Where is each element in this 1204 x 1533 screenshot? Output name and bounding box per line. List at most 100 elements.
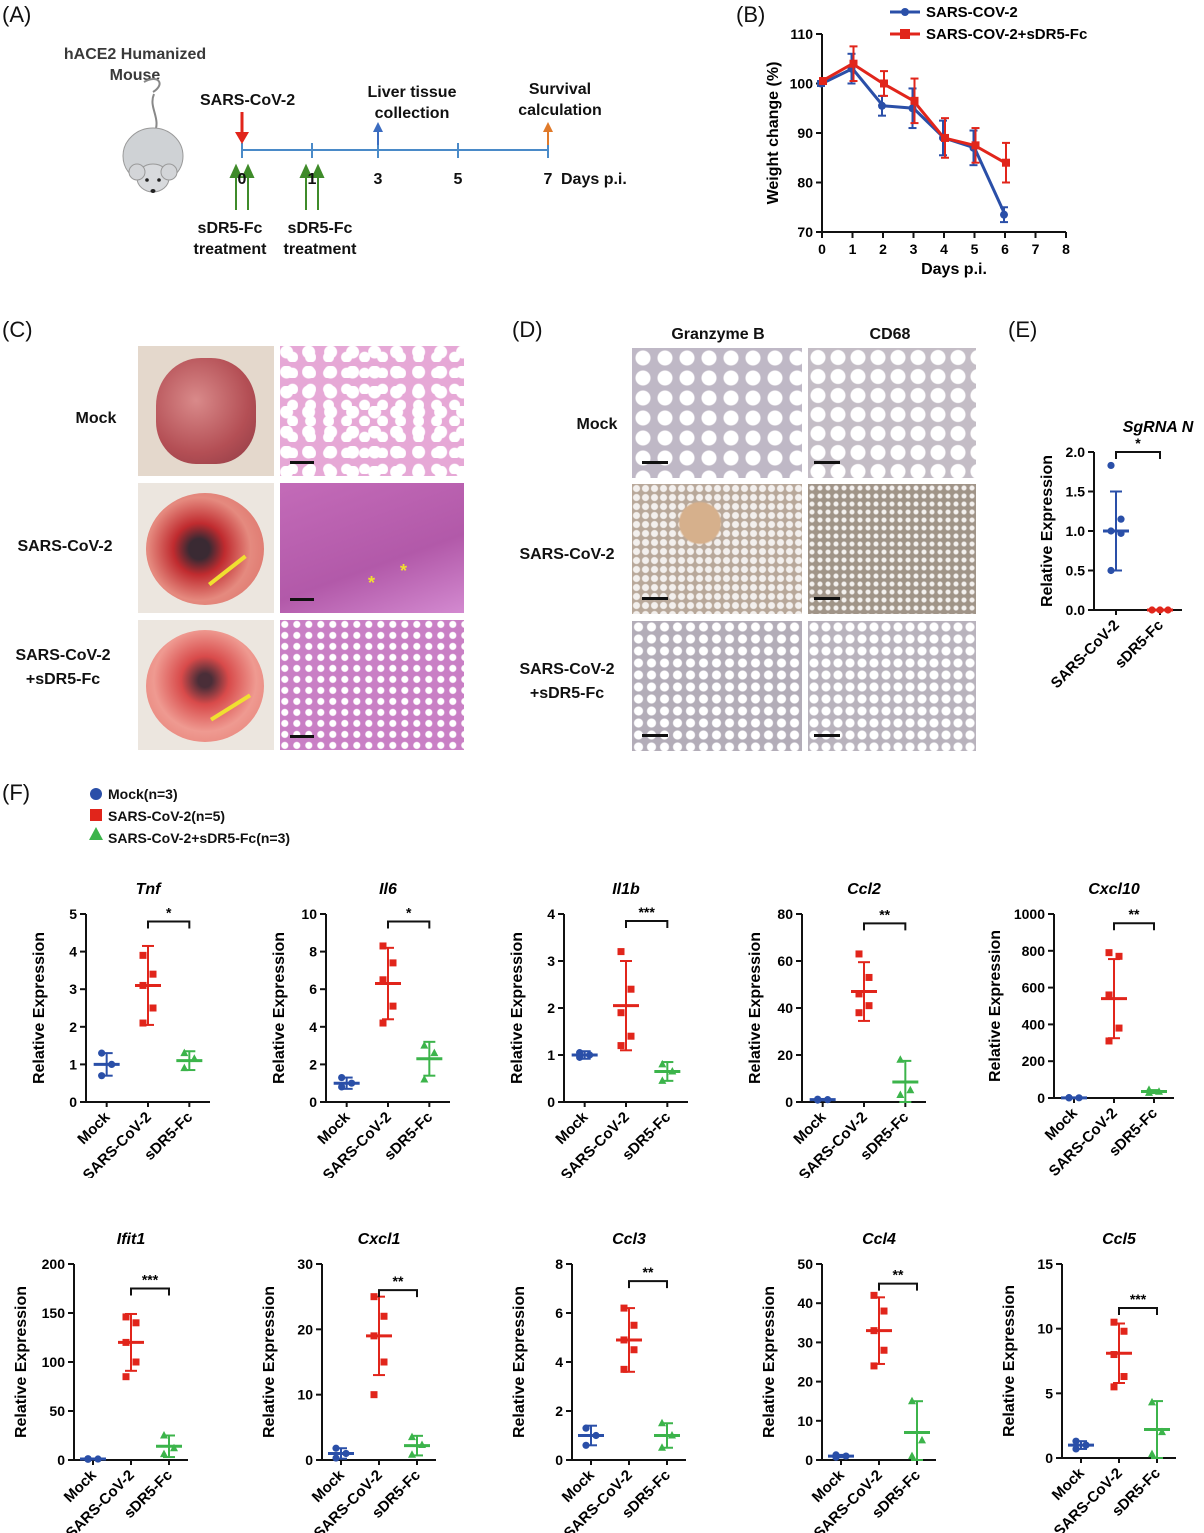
data-point bbox=[865, 973, 873, 981]
y-tick-label: 150 bbox=[42, 1305, 66, 1321]
y-tick-label: 1000 bbox=[1014, 906, 1045, 922]
significance-bracket bbox=[378, 1289, 418, 1298]
x-tick-label: Mock bbox=[552, 1108, 592, 1148]
data-point bbox=[122, 1373, 130, 1381]
y-axis-label: Relative Expression bbox=[509, 932, 526, 1084]
data-point bbox=[1065, 1094, 1073, 1102]
data-point bbox=[910, 96, 919, 105]
data-point bbox=[630, 1346, 638, 1354]
data-point bbox=[880, 79, 888, 88]
y-tick-label: 110 bbox=[790, 26, 813, 42]
data-point bbox=[389, 959, 397, 967]
y-tick-label: 1 bbox=[547, 1047, 555, 1063]
d-row-label-treated: SARS-CoV-2 +sDR5-Fc bbox=[519, 661, 615, 702]
data-point bbox=[627, 985, 635, 993]
y-tick-label: 10 bbox=[1037, 1321, 1053, 1337]
d-col-label-cd68: CD68 bbox=[869, 326, 911, 343]
data-point bbox=[180, 1063, 189, 1072]
data-point bbox=[332, 1444, 340, 1452]
y-tick-label: 40 bbox=[777, 1000, 793, 1016]
chart-title: Ccl2 bbox=[847, 881, 881, 898]
data-point bbox=[380, 1358, 388, 1366]
data-point bbox=[941, 133, 949, 142]
y-tick-label: 3 bbox=[69, 981, 77, 997]
data-point bbox=[342, 1449, 350, 1458]
data-point bbox=[855, 990, 863, 998]
data-point bbox=[1148, 1449, 1156, 1458]
y-tick-label: 2.0 bbox=[1066, 444, 1086, 460]
ihc-cd68-sars bbox=[808, 484, 976, 614]
mouse-icon bbox=[122, 78, 184, 193]
survival-label: Survival calculation bbox=[518, 81, 602, 119]
y-tick-label: 10 bbox=[797, 1413, 813, 1429]
c-row-label-sars: SARS-CoV-2 bbox=[17, 538, 113, 555]
data-point bbox=[122, 1313, 130, 1321]
legend-f-markers bbox=[89, 788, 103, 840]
data-point bbox=[971, 141, 980, 150]
y-tick-label: 100 bbox=[790, 76, 814, 92]
c-row-label-treated: SARS-CoV-2 +sDR5-Fc bbox=[15, 647, 111, 688]
data-point bbox=[370, 1391, 378, 1399]
data-point bbox=[1107, 566, 1115, 575]
timeline-unit: Days p.i. bbox=[561, 171, 627, 188]
he-stain-treated bbox=[280, 620, 464, 750]
significance-bracket bbox=[147, 920, 191, 929]
y-axis-label: Relative Expression bbox=[1039, 455, 1056, 607]
y-tick-label: 0 bbox=[785, 1094, 793, 1110]
data-point bbox=[1105, 1037, 1113, 1045]
significance-bracket bbox=[1113, 922, 1155, 931]
data-point bbox=[139, 1019, 147, 1027]
he-stain-mock bbox=[280, 346, 464, 476]
data-point bbox=[338, 1083, 346, 1091]
significance-bracket bbox=[863, 922, 907, 931]
panel-label-e: (E) bbox=[1008, 317, 1038, 342]
data-point bbox=[149, 1004, 157, 1012]
y-tick-label: 60 bbox=[777, 953, 793, 969]
significance-stars: *** bbox=[638, 904, 655, 920]
y-tick-label: 0 bbox=[1045, 1450, 1053, 1466]
panel-label-f: (F) bbox=[2, 780, 31, 805]
data-point bbox=[1110, 1318, 1118, 1326]
y-tick-label: 2 bbox=[547, 1000, 555, 1016]
y-tick-label: 0 bbox=[69, 1094, 77, 1110]
y-tick-label: 400 bbox=[1022, 1016, 1046, 1032]
data-point bbox=[379, 942, 387, 950]
data-point bbox=[908, 1451, 916, 1460]
data-point bbox=[586, 1051, 594, 1059]
significance-bracket bbox=[628, 1280, 668, 1289]
data-point bbox=[617, 1042, 625, 1050]
data-point bbox=[1072, 1445, 1080, 1453]
data-point bbox=[630, 1321, 638, 1329]
data-point bbox=[408, 1450, 416, 1458]
data-point bbox=[824, 1096, 832, 1104]
panel-label-c: (C) bbox=[2, 317, 33, 342]
data-point bbox=[94, 1455, 102, 1463]
y-tick-label: 0.0 bbox=[1066, 602, 1086, 618]
y-axis-label: Relative Expression bbox=[261, 1286, 278, 1438]
legend-sars-label: SARS-CoV-2(n=5) bbox=[108, 808, 226, 824]
legend-label-1: SARS-COV-2+sDR5-Fc bbox=[926, 26, 1087, 43]
ihc-granzyme-treated bbox=[632, 621, 802, 751]
x-tick-label: Mock bbox=[74, 1108, 114, 1148]
timeline-day-3: 3 bbox=[373, 171, 383, 188]
data-point bbox=[832, 1453, 840, 1461]
data-point bbox=[1120, 1373, 1128, 1381]
data-point bbox=[1115, 1024, 1123, 1032]
y-tick-label: 80 bbox=[797, 175, 813, 191]
treatment-label-day1: sDR5-Fc treatment bbox=[283, 220, 357, 258]
data-point bbox=[370, 1332, 378, 1340]
y-tick-label: 20 bbox=[297, 1321, 313, 1337]
chart-title: Ccl5 bbox=[1102, 1231, 1137, 1248]
lung-photo-sars bbox=[138, 483, 274, 613]
data-point bbox=[139, 951, 147, 959]
x-tick-label: 8 bbox=[1062, 241, 1070, 257]
d-row-label-sars: SARS-CoV-2 bbox=[519, 546, 615, 563]
y-tick-label: 40 bbox=[797, 1295, 813, 1311]
weight-chart: 70 80 90 100 110 0 1 2 3 4 5 6 7 8 Days p.i. Weight cha… bbox=[765, 4, 1087, 278]
ihc-cd68-mock bbox=[808, 348, 976, 478]
data-point bbox=[855, 1009, 863, 1017]
data-point bbox=[160, 1449, 168, 1458]
data-point bbox=[132, 1319, 140, 1327]
